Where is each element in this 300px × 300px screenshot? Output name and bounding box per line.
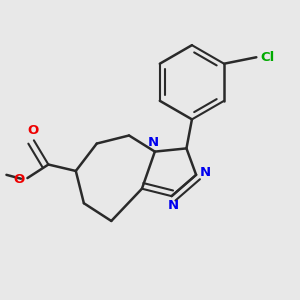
Text: N: N — [168, 199, 179, 212]
Text: O: O — [28, 124, 39, 137]
Text: N: N — [148, 136, 159, 149]
Text: Cl: Cl — [260, 51, 275, 64]
Text: O: O — [14, 173, 25, 186]
Text: N: N — [200, 166, 211, 179]
